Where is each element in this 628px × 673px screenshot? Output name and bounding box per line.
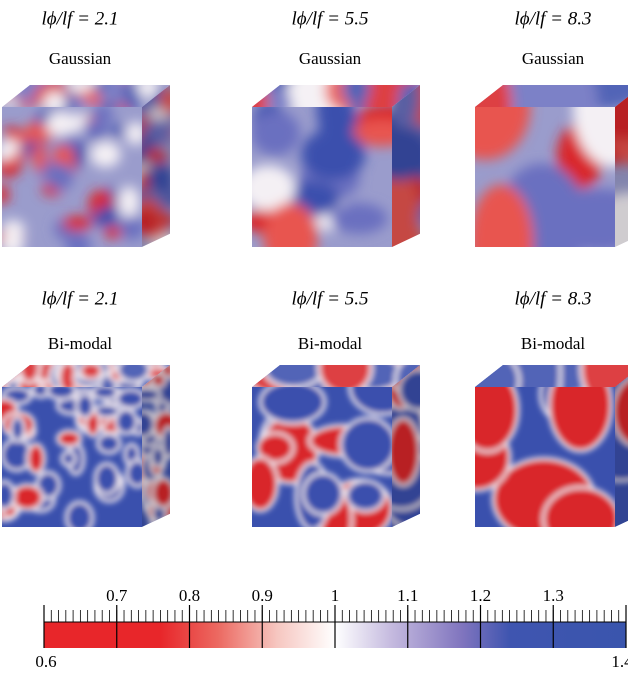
blob	[33, 143, 47, 173]
blob	[81, 121, 107, 136]
blob	[0, 81, 11, 100]
cube-face	[0, 104, 146, 260]
blob	[76, 394, 93, 418]
panel-label: lϕ/lf = 2.1	[41, 8, 118, 29]
face-shade	[392, 365, 420, 527]
cube	[0, 351, 184, 533]
face-shade	[2, 85, 170, 107]
blob	[341, 418, 396, 472]
panel-label: lϕ/lf = 5.5	[291, 288, 368, 309]
colorbar-end-label: 0.6	[35, 652, 56, 671]
blob	[57, 431, 81, 447]
blob	[251, 111, 300, 156]
blob	[441, 56, 530, 160]
cube	[0, 69, 182, 260]
face-shade	[392, 85, 420, 247]
cube	[242, 336, 445, 551]
blob	[46, 111, 76, 136]
distribution-label: Bi-modal	[48, 334, 112, 353]
distribution-label: Gaussian	[299, 49, 362, 68]
blob	[330, 203, 387, 234]
colorbar-tick-label: 0.7	[106, 586, 128, 605]
face-shade	[142, 85, 170, 247]
cube-face	[441, 359, 619, 551]
blob	[243, 457, 278, 511]
colorbar-tick-label: 1.3	[543, 586, 564, 605]
distribution-label: Gaussian	[522, 49, 585, 68]
blob	[263, 203, 317, 272]
colorbar-tick-label: 0.9	[252, 586, 273, 605]
blob	[47, 163, 73, 191]
blob	[63, 216, 92, 231]
blob	[104, 226, 121, 238]
face-shade	[615, 85, 628, 247]
colorbar-tick-label: 1.2	[470, 586, 491, 605]
blob	[97, 434, 120, 453]
blob	[260, 381, 325, 424]
blob	[66, 231, 91, 260]
blob	[66, 502, 93, 534]
blob	[90, 141, 121, 167]
blob	[543, 487, 619, 551]
blob	[346, 480, 384, 511]
colorbar-tick-label: 1.1	[397, 586, 418, 605]
colorbar-tick-label: 0.8	[179, 586, 200, 605]
blob	[117, 389, 145, 408]
blob	[303, 473, 342, 514]
face-shade	[2, 365, 170, 387]
cube	[223, 61, 446, 280]
blob	[1, 231, 24, 256]
distribution-label: Bi-modal	[298, 334, 362, 353]
blob	[93, 385, 118, 399]
blob	[12, 485, 43, 510]
panel-label: lϕ/lf = 2.1	[41, 288, 118, 309]
colorbar: 0.6 1.4 0.7 0.8 0.9 1 1.1 1.2 1.3	[35, 586, 628, 671]
face-shade	[475, 365, 628, 387]
blob	[118, 186, 139, 217]
cube-face	[0, 381, 148, 533]
blob	[95, 463, 118, 494]
colorbar-tick-label: 1	[331, 586, 340, 605]
colorbar-end-label: 1.4	[611, 652, 628, 671]
cube	[441, 33, 628, 299]
blob	[27, 444, 44, 474]
panel-label: lϕ/lf = 8.3	[514, 288, 591, 309]
blob	[96, 206, 118, 227]
face-shade	[142, 365, 170, 527]
blob	[301, 129, 365, 180]
blob	[470, 185, 533, 300]
face-shade	[252, 365, 420, 387]
blob	[0, 352, 15, 380]
blob	[0, 481, 14, 509]
blob	[3, 127, 21, 140]
face-shade	[475, 85, 628, 107]
blob	[11, 417, 24, 441]
panel-label: lϕ/lf = 8.3	[514, 8, 591, 29]
blob	[112, 124, 125, 138]
figure: lϕ/lf = 2.1 Gaussian lϕ/lf = 5.5 Gaussian lϕ…	[0, 0, 628, 673]
blob	[62, 452, 76, 466]
face-shade	[615, 365, 628, 527]
distribution-label: Bi-modal	[521, 334, 585, 353]
blob	[118, 215, 145, 240]
face-shade	[252, 85, 420, 107]
distribution-label: Gaussian	[49, 49, 112, 68]
panel-label: lϕ/lf = 5.5	[291, 8, 368, 29]
